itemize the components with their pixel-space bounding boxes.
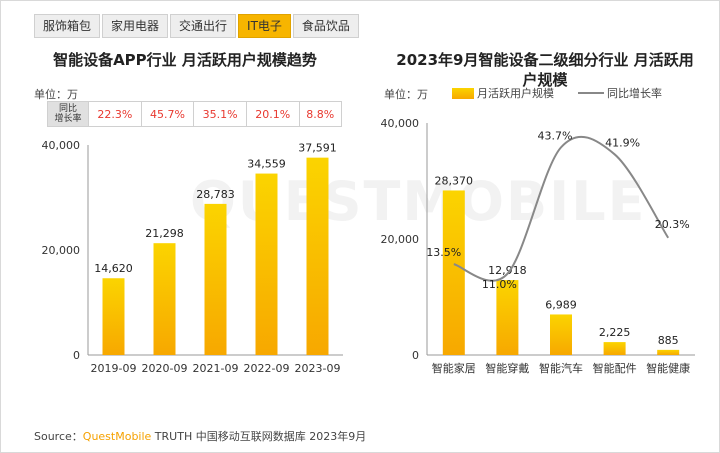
x-tick-label: 智能穿戴: [485, 361, 529, 375]
bar: [496, 280, 519, 355]
bar-value-label: 14,620: [94, 262, 133, 275]
growth-cell: 45.7%: [140, 101, 195, 127]
legend-line-label: 同比增长率: [607, 87, 662, 100]
growth-rate-table: 同比 增长率 22.3% 45.7% 35.1% 20.1% 8.8%: [47, 101, 343, 127]
y-tick-label: 20,000: [42, 244, 81, 257]
left-chart-title: 智能设备APP行业 月活跃用户规模趋势: [53, 51, 317, 69]
left-bar-chart: 0 20,000 40,000 14,620 2019-09 21,298 2020-09 2…: [42, 139, 343, 375]
bar-value-label: 885: [658, 334, 679, 347]
x-tick-label: 2020-09: [142, 362, 188, 375]
bar: [442, 190, 465, 355]
bar: [255, 173, 278, 355]
source-prefix: Source：: [34, 430, 83, 443]
y-tick-label: 0: [412, 349, 419, 362]
legend-line: 同比增长率: [578, 85, 662, 101]
source-note: Source：QuestMobile TRUTH 中国移动互联网数据库 2023…: [34, 428, 366, 444]
bar-value-label: 28,370: [435, 174, 474, 187]
x-tick-label: 智能家居: [432, 361, 476, 375]
x-tick-label: 2022-09: [244, 362, 290, 375]
tab-apparel[interactable]: 服饰箱包: [34, 14, 101, 38]
y-tick-label: 40,000: [381, 117, 420, 130]
bar: [153, 243, 176, 355]
bar-value-label: 6,989: [545, 298, 577, 311]
bar-value-label: 28,783: [196, 188, 235, 201]
growth-cell: 35.1%: [193, 101, 247, 127]
rate-label: 11.0%: [482, 278, 517, 291]
right-unit-label: 单位：万: [384, 88, 428, 101]
category-tabs: 服饰箱包 家用电器 交通出行 IT电子 食品饮品: [34, 14, 359, 38]
x-tick-label: 智能配件: [593, 361, 637, 375]
right-combo-chart: 0 20,000 40,000 28,370 智能家居 12,918 智能穿戴 6,989 智能…: [381, 117, 695, 375]
legend-bar: 月活跃用户规模: [452, 85, 554, 101]
legend-bar-label: 月活跃用户规模: [477, 87, 554, 100]
legend-line-swatch: [578, 92, 604, 94]
growth-cell: 8.8%: [298, 101, 343, 127]
x-tick-label: 智能健康: [646, 361, 690, 375]
growth-cell: 22.3%: [88, 101, 142, 127]
bar: [657, 349, 680, 355]
source-brand: QuestMobile: [82, 430, 152, 443]
x-tick-label: 智能汽车: [539, 361, 583, 375]
right-chart-title: 2023年9月智能设备二级细分行业 月活跃用户规模: [396, 51, 694, 89]
legend-bar-swatch: [452, 87, 474, 99]
bar: [102, 278, 125, 355]
bar: [306, 157, 329, 355]
rate-label: 41.9%: [605, 136, 640, 149]
rate-label: 43.7%: [538, 129, 573, 142]
bar-value-label: 37,591: [298, 142, 337, 155]
left-unit-label: 单位：万: [34, 88, 78, 101]
bar-value-label: 2,225: [599, 326, 631, 339]
bar-value-label: 34,559: [247, 158, 286, 171]
rate-label: 13.5%: [426, 246, 461, 259]
bar: [550, 314, 572, 355]
growth-header: 同比 增长率: [47, 101, 89, 127]
y-tick-label: 20,000: [381, 233, 420, 246]
bar-value-label: 21,298: [145, 227, 184, 240]
bar: [603, 342, 626, 355]
growth-cell: 20.1%: [245, 101, 300, 127]
x-tick-label: 2023-09: [295, 362, 341, 375]
tab-transport[interactable]: 交通出行: [170, 14, 237, 38]
bar-value-label: 12,918: [488, 264, 527, 277]
rate-label: 20.3%: [655, 218, 690, 231]
y-tick-label: 40,000: [42, 139, 81, 152]
tab-appliances[interactable]: 家用电器: [102, 14, 169, 38]
x-tick-label: 2019-09: [91, 362, 137, 375]
x-tick-label: 2021-09: [193, 362, 239, 375]
y-tick-label: 0: [73, 349, 80, 362]
growth-rate-line: [453, 135, 670, 282]
bar: [204, 203, 227, 355]
growth-header-text: 同比 增长率: [54, 104, 82, 124]
source-rest: TRUTH 中国移动互联网数据库 2023年9月: [151, 430, 367, 443]
tab-it-electronics[interactable]: IT电子: [238, 14, 291, 38]
tab-food-drink[interactable]: 食品饮品: [292, 14, 359, 38]
